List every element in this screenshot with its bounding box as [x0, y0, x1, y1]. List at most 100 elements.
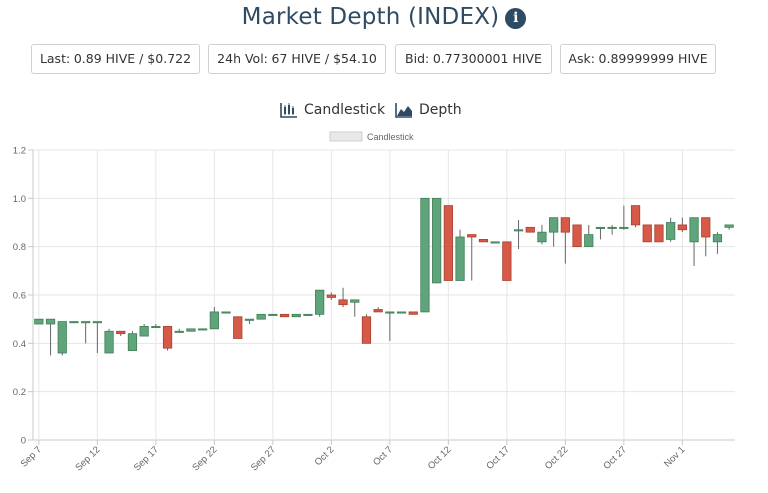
candle-body — [361, 316, 372, 344]
candle[interactable] — [490, 241, 500, 244]
x-tick-label: Oct 27 — [601, 444, 629, 472]
candlestick-chart: Candlestick 00.20.40.60.81.01.2 Sep 7 Sep… — [13, 131, 735, 473]
candle[interactable] — [34, 318, 44, 325]
candle-body — [595, 226, 606, 229]
tab-candlestick-label: Candlestick — [304, 102, 386, 118]
candle-body — [478, 239, 489, 243]
candle[interactable] — [373, 307, 383, 313]
candle[interactable] — [642, 224, 652, 243]
candle-body — [116, 330, 126, 335]
candle[interactable] — [549, 217, 559, 247]
candle[interactable] — [256, 313, 266, 320]
y-tick-label: 0.6 — [13, 291, 26, 302]
candle[interactable] — [326, 292, 336, 300]
candle[interactable] — [127, 331, 138, 351]
candle[interactable] — [244, 318, 255, 324]
candle-body — [724, 224, 734, 228]
candle[interactable] — [233, 316, 243, 339]
candle[interactable] — [666, 217, 676, 242]
candle[interactable] — [513, 220, 524, 250]
tab-depth[interactable]: Depth — [395, 100, 475, 120]
candle[interactable] — [279, 313, 290, 318]
candle[interactable] — [396, 311, 407, 314]
candle-body — [338, 299, 348, 306]
candle[interactable] — [467, 234, 477, 281]
chart-legend[interactable]: Candlestick — [329, 131, 414, 142]
candle-body — [677, 224, 687, 231]
candle[interactable] — [654, 224, 664, 243]
ask-badge[interactable]: Ask: 0.89999999 HIVE — [560, 44, 716, 74]
candle[interactable] — [701, 217, 711, 257]
candle[interactable] — [291, 313, 301, 318]
candle-body — [443, 205, 453, 281]
candle[interactable] — [350, 299, 360, 317]
volume-badge[interactable]: 24h Vol: 67 HIVE / $54.10 — [208, 44, 386, 74]
candle[interactable] — [619, 205, 629, 230]
candle[interactable] — [432, 197, 442, 284]
candle[interactable] — [116, 330, 126, 337]
candle[interactable] — [338, 287, 348, 308]
candle[interactable] — [724, 224, 734, 230]
candle[interactable] — [443, 205, 453, 281]
candle-body — [127, 333, 138, 351]
candle-body — [303, 313, 313, 316]
candle[interactable] — [198, 328, 208, 331]
candle[interactable] — [607, 224, 617, 235]
candle[interactable] — [385, 311, 395, 341]
candle-body — [198, 328, 208, 331]
candle[interactable] — [174, 328, 184, 333]
candle[interactable] — [186, 328, 196, 332]
candle[interactable] — [303, 313, 313, 316]
candle[interactable] — [315, 289, 325, 317]
candle[interactable] — [455, 229, 465, 281]
candle-body — [139, 326, 149, 337]
candle-body — [455, 236, 465, 281]
bid-badge[interactable]: Bid: 0.77300001 HIVE — [395, 44, 552, 74]
tab-candlestick[interactable]: Candlestick — [280, 100, 390, 120]
last-price-value: 0.89 HIVE / $0.722 — [73, 51, 192, 66]
candle[interactable] — [677, 217, 687, 233]
candle-body — [151, 326, 161, 329]
bid-label: Bid: — [405, 51, 430, 66]
info-icon[interactable]: i — [505, 8, 527, 29]
candle[interactable] — [57, 321, 67, 356]
candle[interactable] — [69, 321, 79, 324]
candle[interactable] — [525, 226, 535, 233]
candle-body — [57, 321, 67, 354]
stats-bar: Last: 0.89 HIVE / $0.722 24h Vol: 67 HIV… — [0, 44, 768, 74]
candle[interactable] — [537, 224, 547, 245]
x-tick-label: Oct 7 — [371, 444, 395, 468]
candle[interactable] — [502, 241, 512, 281]
candle-body — [584, 234, 594, 248]
candle[interactable] — [45, 318, 56, 356]
candle[interactable] — [268, 313, 278, 316]
candle-body — [689, 217, 699, 243]
candle[interactable] — [572, 224, 582, 248]
last-price-badge[interactable]: Last: 0.89 HIVE / $0.722 — [31, 44, 200, 74]
candle[interactable] — [139, 324, 149, 337]
candle[interactable] — [595, 226, 606, 240]
candle-body — [81, 321, 91, 324]
candle-body — [654, 224, 664, 243]
candle[interactable] — [560, 217, 570, 264]
candle[interactable] — [478, 239, 489, 243]
candle-body — [233, 316, 243, 339]
candle[interactable] — [361, 314, 372, 344]
candle[interactable] — [81, 321, 91, 344]
candle[interactable] — [104, 328, 114, 354]
candle[interactable] — [712, 232, 723, 254]
candle[interactable] — [221, 311, 231, 314]
candle[interactable] — [92, 321, 102, 353]
candle[interactable] — [420, 197, 430, 313]
y-tick-label: 1.2 — [13, 146, 26, 157]
candle[interactable] — [162, 326, 173, 351]
candle[interactable] — [408, 311, 418, 315]
y-tick-label: 0.2 — [13, 387, 26, 398]
candle[interactable] — [584, 224, 594, 248]
candle[interactable] — [209, 307, 219, 330]
candle[interactable] — [689, 217, 699, 266]
ask-value: 0.89999999 HIVE — [598, 51, 708, 66]
candle[interactable] — [630, 205, 641, 228]
candle[interactable] — [151, 324, 161, 329]
x-tick-label: Sep 27 — [249, 444, 278, 473]
